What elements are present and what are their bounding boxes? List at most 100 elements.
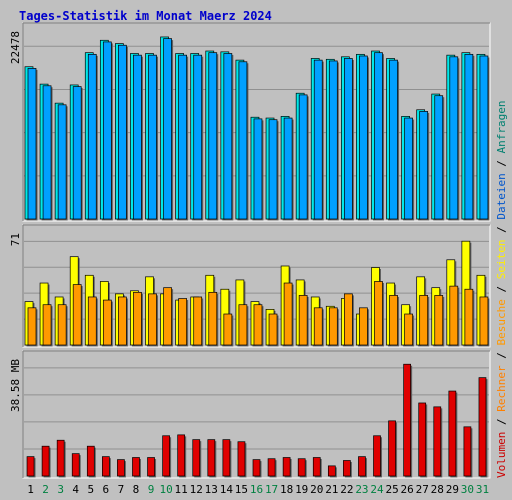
bar-besuche-day-30	[464, 288, 474, 346]
bar-besuche-day-17	[268, 313, 278, 346]
bar-dateien-day-5	[87, 53, 97, 220]
x-tick-label: 5	[87, 483, 94, 496]
bar-volumen-day-13	[207, 439, 216, 477]
x-tick-label: 28	[431, 483, 444, 496]
bar-dateien-day-6	[102, 41, 112, 220]
x-tick-label: 16	[250, 483, 263, 496]
bar-besuche-day-20	[313, 307, 323, 346]
x-tick-label: 23	[355, 483, 368, 496]
bar-dateien-day-16	[253, 118, 263, 220]
bar-volumen-day-28	[433, 406, 442, 477]
bar-dateien-day-15	[238, 61, 248, 220]
bar-dateien-day-25	[389, 59, 398, 220]
bar-dateien-day-20	[313, 59, 323, 220]
side-legend-item: /	[495, 153, 508, 173]
side-legend-item: Anfragen	[495, 100, 508, 153]
side-legend-item: Rechner	[495, 365, 508, 412]
bar-volumen-day-15	[237, 441, 246, 477]
side-legend-item: Dateien	[495, 173, 508, 219]
x-tick-label: 30	[461, 483, 474, 496]
x-tick-label: 20	[310, 483, 323, 496]
chart-title: Tages-Statistik im Monat Maerz 2024	[19, 9, 272, 23]
bar-dateien-day-22	[344, 58, 353, 220]
bar-volumen-day-29	[448, 390, 457, 477]
x-tick-label: 14	[220, 483, 234, 496]
x-tick-label: 27	[416, 483, 429, 496]
x-tick-label: 4	[72, 483, 79, 496]
bar-besuche-day-9	[148, 293, 157, 346]
bar-dateien-day-21	[328, 60, 338, 220]
bar-dateien-day-26	[404, 117, 413, 220]
bar-dateien-day-30	[464, 53, 474, 220]
bar-dateien-day-18	[283, 117, 293, 220]
x-tick-label: 17	[265, 483, 278, 496]
bar-besuche-day-18	[283, 282, 293, 346]
bar-dateien-day-9	[148, 54, 157, 220]
x-tick-label: 21	[325, 483, 338, 496]
bar-besuche-day-27	[419, 295, 429, 346]
bar-volumen-day-31	[478, 377, 487, 477]
bar-volumen-day-20	[312, 457, 321, 477]
side-legend-item: Seiten	[495, 240, 508, 280]
bar-dateien-day-23	[359, 55, 368, 220]
bar-volumen-day-6	[102, 456, 110, 477]
x-tick-label: 11	[175, 483, 188, 496]
bar-besuche-day-8	[133, 291, 142, 346]
x-tick-label: 18	[280, 483, 293, 496]
bar-besuche-day-6	[102, 299, 112, 346]
bar-dateien-day-3	[57, 104, 67, 220]
x-tick-label: 31	[476, 483, 489, 496]
x-tick-label: 25	[385, 483, 398, 496]
bar-volumen-day-8	[132, 457, 140, 477]
bar-volumen-day-16	[252, 459, 261, 477]
bar-dateien-day-4	[72, 86, 82, 220]
bar-volumen-day-27	[418, 402, 427, 477]
x-tick-label: 15	[235, 483, 248, 496]
bar-besuche-day-3	[57, 304, 67, 346]
x-tick-label: 19	[295, 483, 308, 496]
bar-volumen-day-5	[86, 445, 95, 477]
bar-besuche-day-26	[404, 313, 413, 346]
side-legend-item: /	[495, 220, 508, 240]
side-legend-item: /	[495, 346, 508, 366]
bar-dateien-day-12	[193, 54, 203, 220]
bar-besuche-day-4	[72, 284, 82, 346]
x-tick-label: 7	[118, 483, 125, 496]
bar-besuche-day-24	[374, 281, 383, 346]
bar-volumen-day-19	[297, 458, 306, 477]
bar-dateien-day-10	[163, 38, 172, 220]
bar-volumen-day-26	[403, 363, 411, 477]
bar-dateien-day-7	[118, 44, 127, 220]
y-tick-label: 38.58 MB	[9, 359, 22, 412]
bar-besuche-day-28	[434, 295, 444, 346]
bar-besuche-day-11	[178, 298, 187, 346]
bar-besuche-day-15	[238, 304, 248, 346]
bar-volumen-day-4	[71, 453, 80, 477]
x-tick-label: 24	[370, 483, 384, 496]
bar-dateien-day-8	[133, 54, 142, 220]
bar-volumen-day-2	[41, 445, 50, 477]
bar-volumen-day-3	[56, 439, 65, 477]
bar-volumen-day-11	[177, 434, 186, 477]
side-legend-item: Besuche	[495, 299, 508, 345]
x-axis-labels: 1 2 3 4 5 6 7 8 9 10 11 12 13 14 15 16 17 18 19 20 21 22 23 24 2…	[27, 483, 489, 496]
side-legend: Volumen / Rechner / Besuche / Seiten / D…	[495, 100, 508, 478]
bar-volumen-day-24	[373, 435, 381, 477]
chart-panels: 22478 71 38.58 MB	[9, 22, 491, 479]
bar-besuche-day-25	[389, 295, 398, 346]
x-tick-label: 2	[42, 483, 49, 496]
bar-volumen-day-1	[26, 456, 35, 477]
bar-besuche-day-7	[118, 296, 127, 346]
bar-dateien-day-27	[419, 111, 429, 220]
bar-dateien-day-24	[374, 52, 383, 220]
bar-volumen-day-22	[343, 460, 351, 477]
bar-volumen-day-18	[282, 457, 291, 477]
x-tick-label: 1	[27, 483, 34, 496]
x-tick-label: 6	[103, 483, 110, 496]
bar-volumen-day-9	[147, 457, 155, 477]
x-tick-label: 12	[190, 483, 203, 496]
bar-dateien-day-31	[479, 55, 489, 220]
bar-dateien-day-13	[208, 52, 218, 220]
bar-volumen-day-10	[162, 435, 170, 477]
